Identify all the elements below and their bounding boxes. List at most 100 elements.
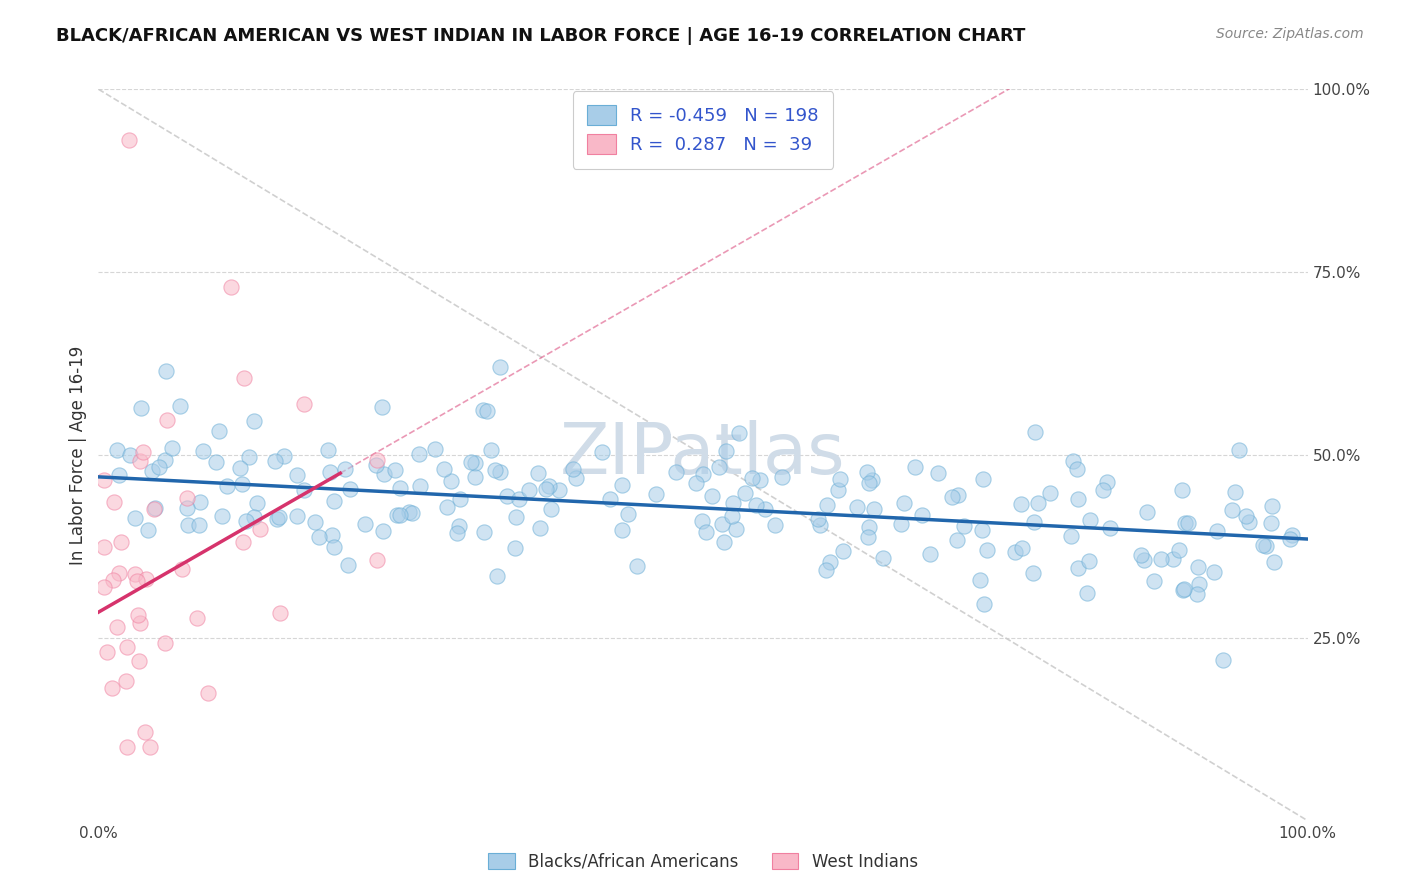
Point bbox=[815, 563, 838, 577]
Point bbox=[436, 500, 458, 515]
Point bbox=[475, 404, 498, 418]
Point bbox=[1004, 545, 1026, 559]
Point bbox=[818, 556, 841, 570]
Point bbox=[503, 541, 526, 555]
Point bbox=[156, 413, 179, 427]
Point bbox=[1173, 583, 1195, 598]
Point bbox=[710, 517, 733, 532]
Point bbox=[953, 519, 976, 533]
Point bbox=[1095, 475, 1118, 489]
Point bbox=[858, 530, 880, 544]
Point bbox=[526, 467, 548, 481]
Point bbox=[389, 508, 412, 522]
Point bbox=[471, 403, 494, 417]
Point bbox=[425, 442, 447, 456]
Point bbox=[976, 542, 998, 557]
Point bbox=[1234, 509, 1257, 524]
Point bbox=[134, 725, 156, 739]
Point bbox=[534, 482, 557, 496]
Point bbox=[322, 494, 344, 508]
Point bbox=[235, 514, 257, 528]
Point bbox=[904, 460, 927, 475]
Point bbox=[484, 463, 506, 477]
Point bbox=[124, 511, 146, 525]
Point bbox=[815, 498, 838, 512]
Point bbox=[292, 483, 315, 497]
Point bbox=[136, 523, 159, 537]
Point bbox=[505, 510, 527, 524]
Point bbox=[1223, 484, 1246, 499]
Point bbox=[517, 483, 540, 497]
Point bbox=[918, 547, 941, 561]
Point bbox=[269, 510, 291, 524]
Point bbox=[741, 471, 763, 485]
Point bbox=[366, 452, 388, 467]
Point bbox=[127, 607, 149, 622]
Point bbox=[749, 474, 772, 488]
Point bbox=[217, 479, 239, 493]
Point bbox=[464, 456, 486, 470]
Text: BLACK/AFRICAN AMERICAN VS WEST INDIAN IN LABOR FORCE | AGE 16-19 CORRELATION CHA: BLACK/AFRICAN AMERICAN VS WEST INDIAN IN… bbox=[56, 27, 1025, 45]
Point bbox=[246, 496, 269, 510]
Point bbox=[141, 464, 163, 478]
Point bbox=[858, 519, 880, 533]
Point bbox=[135, 573, 157, 587]
Point bbox=[860, 473, 883, 487]
Point bbox=[1281, 528, 1303, 542]
Point bbox=[96, 645, 118, 659]
Point bbox=[117, 740, 139, 755]
Point bbox=[139, 740, 162, 755]
Point bbox=[177, 517, 200, 532]
Point bbox=[941, 490, 963, 504]
Point bbox=[1022, 516, 1045, 530]
Point bbox=[93, 541, 115, 555]
Point bbox=[856, 465, 879, 479]
Point bbox=[1168, 543, 1191, 558]
Point bbox=[685, 476, 707, 491]
Point bbox=[807, 512, 830, 526]
Point bbox=[1260, 499, 1282, 513]
Point bbox=[692, 467, 714, 481]
Point bbox=[197, 686, 219, 700]
Point bbox=[221, 279, 243, 293]
Point bbox=[373, 524, 395, 538]
Point bbox=[1078, 513, 1101, 527]
Point bbox=[565, 471, 588, 485]
Point bbox=[489, 360, 512, 375]
Point bbox=[292, 397, 315, 411]
Point bbox=[827, 483, 849, 497]
Point bbox=[690, 514, 713, 528]
Point bbox=[269, 607, 291, 621]
Point bbox=[401, 506, 423, 520]
Point bbox=[734, 486, 756, 500]
Point bbox=[110, 534, 132, 549]
Point bbox=[872, 550, 894, 565]
Point bbox=[562, 462, 585, 476]
Point bbox=[973, 597, 995, 611]
Point bbox=[945, 533, 967, 547]
Point bbox=[115, 640, 138, 654]
Point bbox=[238, 450, 260, 465]
Point bbox=[1077, 554, 1099, 568]
Point bbox=[321, 528, 343, 542]
Point bbox=[464, 470, 486, 484]
Point bbox=[273, 450, 295, 464]
Point bbox=[384, 463, 406, 477]
Point bbox=[972, 524, 994, 538]
Point bbox=[709, 460, 731, 475]
Point bbox=[169, 399, 191, 413]
Point bbox=[1150, 551, 1173, 566]
Point bbox=[665, 465, 688, 479]
Point bbox=[449, 491, 471, 506]
Point bbox=[319, 465, 342, 479]
Point bbox=[972, 471, 994, 485]
Point bbox=[148, 459, 170, 474]
Point bbox=[440, 474, 463, 488]
Point bbox=[1010, 497, 1032, 511]
Point bbox=[1028, 495, 1050, 509]
Point bbox=[890, 516, 912, 531]
Point bbox=[449, 518, 471, 533]
Point bbox=[191, 444, 214, 458]
Point bbox=[153, 452, 176, 467]
Point bbox=[1170, 483, 1192, 498]
